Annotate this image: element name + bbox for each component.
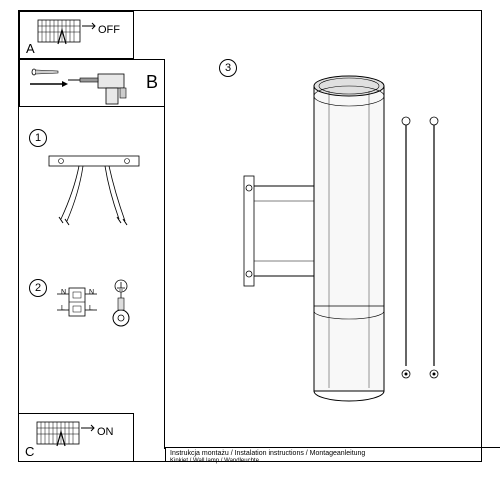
step-c-letter: C	[25, 444, 34, 459]
step-b-letter: B	[146, 72, 158, 93]
terminal-n1: N	[61, 289, 66, 296]
switch-on-icon	[19, 414, 134, 462]
footer: Instrukcja montażu / Instalation instruc…	[165, 447, 500, 461]
switch-off-icon	[20, 12, 135, 60]
step-a-box: OFF A	[19, 11, 134, 59]
step-c-box: ON C	[19, 413, 134, 461]
terminal-l2: L	[89, 305, 93, 312]
footer-line2: Kinkiet / Wall lamp / Wandleuchte	[170, 458, 259, 464]
page-frame: OFF A B 1	[18, 10, 482, 462]
step-1-diagram	[39, 151, 159, 241]
step-2-diagram	[49, 276, 159, 346]
lamp-assembly	[194, 56, 474, 451]
screw-right	[430, 117, 438, 378]
step-2-circle: 2	[29, 279, 47, 297]
step-2-num: 2	[35, 282, 41, 294]
on-label: ON	[97, 426, 114, 438]
tools-icon	[20, 60, 165, 108]
step-1-num: 1	[35, 132, 41, 144]
screw-left	[402, 117, 410, 378]
step-b-box: B	[19, 59, 164, 107]
step-1-circle: 1	[29, 129, 47, 147]
terminal-l1: L	[61, 305, 65, 312]
vertical-divider	[164, 59, 165, 449]
step-a-letter: A	[26, 41, 35, 56]
terminal-n2: N	[89, 289, 94, 296]
footer-line1: Instrukcja montażu / Instalation instruc…	[170, 450, 365, 457]
off-label: OFF	[98, 24, 120, 36]
